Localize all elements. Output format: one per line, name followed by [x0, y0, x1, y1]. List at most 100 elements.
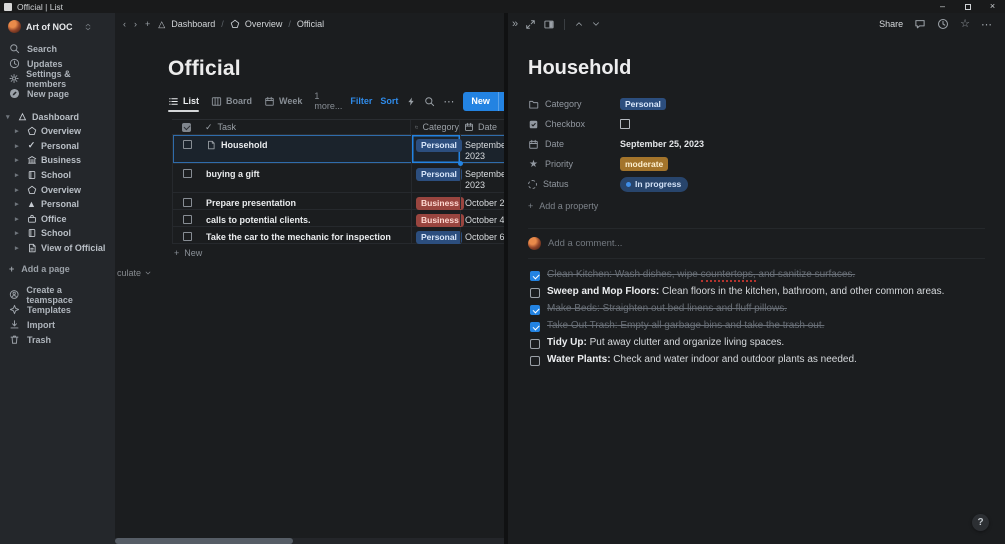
add-page-button[interactable]: + Add a page	[0, 261, 115, 277]
workspace-switcher[interactable]: Art of NOC	[0, 13, 115, 41]
add-property-button[interactable]: + Add a property	[528, 196, 1005, 216]
todo-checkbox[interactable]	[530, 287, 540, 298]
task-title[interactable]: buying a gift	[206, 169, 260, 179]
sidebar-item-search[interactable]: Search	[0, 41, 115, 56]
sort-button[interactable]: Sort	[380, 96, 399, 106]
sidebar-item-settings[interactable]: Settings & members	[0, 69, 115, 89]
property-label[interactable]: Status	[528, 179, 620, 189]
more-options-icon[interactable]: ⋯	[981, 18, 993, 31]
task-title[interactable]: calls to potential clients.	[206, 215, 311, 225]
filter-button[interactable]: Filter	[350, 96, 373, 106]
sidebar-item-import[interactable]: Import	[0, 317, 115, 332]
checkbox-value[interactable]	[620, 119, 630, 129]
sidebar-item-school-1[interactable]: ▸ School	[0, 168, 115, 183]
sidebar-item-create-teamspace[interactable]: Create a teamspace	[0, 285, 115, 305]
sidebar-item-templates[interactable]: Templates	[0, 302, 115, 317]
peek-page-title[interactable]: Household	[528, 57, 632, 79]
minimize-button[interactable]: –	[939, 1, 945, 11]
date-cell[interactable]: October 2, 2023	[460, 193, 504, 209]
next-page-icon[interactable]	[591, 19, 601, 29]
row-checkbox[interactable]	[182, 140, 192, 149]
sidebar-item-school-2[interactable]: ▸ School	[0, 226, 115, 241]
category-badge[interactable]: Personal	[416, 168, 462, 181]
chevron-right-icon[interactable]: ▸	[15, 215, 19, 223]
side-peek-icon[interactable]	[543, 19, 555, 30]
favorite-star-icon[interactable]: ☆	[960, 17, 970, 30]
help-button[interactable]: ?	[972, 514, 989, 531]
chevron-right-icon[interactable]: ▸	[15, 157, 19, 165]
table-row[interactable]: buying a gift Personal September 2 2023	[172, 164, 504, 193]
sidebar-item-personal-2[interactable]: ▸ ▲ Personal	[0, 197, 115, 212]
scrollbar-thumb[interactable]	[115, 538, 293, 544]
chevron-down-icon[interactable]: ▾	[6, 113, 10, 121]
sidebar-item-overview-1[interactable]: ▸ Overview	[0, 124, 115, 139]
new-button-caret[interactable]	[497, 91, 504, 111]
comment-input[interactable]: Add a comment...	[548, 238, 623, 249]
row-checkbox[interactable]	[182, 198, 192, 207]
date-value[interactable]: September 25, 2023	[620, 139, 705, 149]
task-title[interactable]: Household	[221, 140, 268, 150]
horizontal-scrollbar[interactable]	[115, 538, 504, 544]
task-title[interactable]: Take the car to the mechanic for inspect…	[206, 232, 391, 242]
nav-forward-icon[interactable]: ›	[134, 19, 137, 29]
chevron-right-icon[interactable]: ▸	[15, 201, 19, 209]
category-badge[interactable]: Personal	[620, 97, 666, 111]
table-row[interactable]: Household Personal September 25, 2023	[172, 135, 504, 166]
todo-item[interactable]: Clean Kitchen: Wash dishes, wipe counter…	[530, 269, 1005, 286]
row-checkbox[interactable]	[182, 232, 192, 241]
column-header-date[interactable]: Date	[478, 122, 498, 132]
more-options-icon[interactable]: ⋯	[443, 95, 456, 108]
sidebar-item-trash[interactable]: Trash	[0, 332, 115, 347]
column-header-category[interactable]: Category	[422, 122, 459, 132]
task-title[interactable]: Prepare presentation	[206, 198, 297, 208]
status-badge[interactable]: In progress	[620, 176, 689, 192]
column-header-task[interactable]: Task	[217, 122, 237, 132]
property-label[interactable]: ★ Priority	[529, 158, 574, 170]
chevron-right-icon[interactable]: ▸	[15, 128, 19, 136]
chevron-right-icon[interactable]: ▸	[15, 142, 19, 150]
todo-text[interactable]: Water Plants: Check and water indoor and…	[547, 354, 857, 365]
todo-item[interactable]: Make Beds: Straighten out bed linens and…	[530, 303, 1005, 320]
tab-week[interactable]: Week	[264, 91, 302, 111]
date-cell[interactable]: October 6, 2023	[460, 227, 504, 243]
tab-board[interactable]: Board	[211, 91, 252, 111]
todo-checkbox[interactable]	[530, 338, 540, 349]
history-icon[interactable]	[937, 18, 949, 30]
sidebar-item-business[interactable]: ▸ Business	[0, 153, 115, 168]
breadcrumb-dashboard[interactable]: △ Dashboard	[156, 19, 215, 30]
date-cell[interactable]: October 4, 2023	[460, 210, 504, 226]
todo-checkbox[interactable]	[530, 270, 540, 281]
nav-add-icon[interactable]: +	[145, 19, 151, 29]
comments-icon[interactable]	[914, 18, 926, 30]
todo-text[interactable]: Make Beds: Straighten out bed linens and…	[547, 303, 787, 314]
sidebar-item-overview-2[interactable]: ▸ Overview	[0, 182, 115, 197]
table-row[interactable]: Take the car to the mechanic for inspect…	[172, 227, 504, 244]
category-badge[interactable]: Business	[416, 214, 464, 227]
expand-icon[interactable]	[525, 19, 536, 30]
sidebar-item-updates[interactable]: Updates	[0, 56, 115, 71]
row-checkbox[interactable]	[182, 169, 192, 178]
new-button[interactable]: New	[463, 91, 504, 111]
todo-item[interactable]: Tidy Up: Put away clutter and organize l…	[530, 337, 1005, 354]
date-cell[interactable]: September 25, 2023	[460, 135, 504, 163]
chevron-right-icon[interactable]: ▸	[15, 172, 19, 180]
priority-badge[interactable]: moderate	[620, 157, 669, 171]
todo-item[interactable]: Take Out Trash: Empty all garbage bins a…	[530, 320, 1005, 337]
nav-back-icon[interactable]: ‹	[123, 19, 126, 29]
table-row[interactable]: Prepare presentation Business October 2,…	[172, 193, 504, 210]
chevron-right-icon[interactable]: ▸	[15, 230, 19, 238]
comment-bar[interactable]: Add a comment...	[528, 228, 985, 259]
table-row[interactable]: calls to potential clients. Business Oct…	[172, 210, 504, 227]
collapse-panel-icon[interactable]: »	[512, 18, 519, 30]
todo-checkbox[interactable]	[530, 355, 540, 366]
lightning-icon[interactable]	[406, 96, 416, 107]
sidebar-item-personal-1[interactable]: ▸ ✓ Personal	[0, 139, 115, 154]
breadcrumb-official[interactable]: Official	[297, 19, 324, 29]
todo-text[interactable]: Tidy Up: Put away clutter and organize l…	[547, 337, 785, 348]
calculate-button[interactable]: culate	[117, 268, 504, 278]
sidebar-item-office[interactable]: ▸ Office	[0, 212, 115, 227]
property-label[interactable]: Category	[528, 99, 620, 110]
todo-text[interactable]: Sweep and Mop Floors: Clean floors in th…	[547, 286, 945, 297]
todo-checkbox[interactable]	[530, 321, 540, 332]
sidebar-item-dashboard[interactable]: ▾ △ Dashboard	[0, 109, 115, 124]
